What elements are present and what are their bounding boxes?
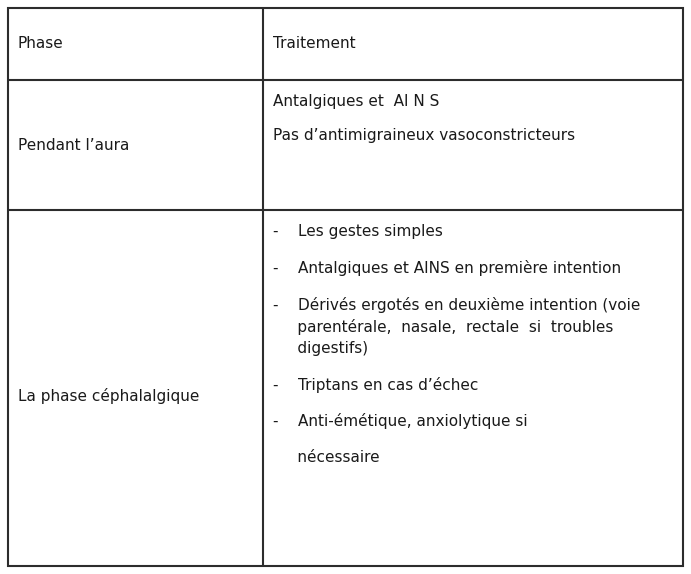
Text: parentérale,  nasale,  rectale  si  troubles: parentérale, nasale, rectale si troubles: [273, 319, 614, 335]
Text: Traitement: Traitement: [273, 37, 356, 52]
Text: digestifs): digestifs): [273, 340, 368, 356]
Text: -    Antalgiques et AINS en première intention: - Antalgiques et AINS en première intent…: [273, 260, 621, 276]
Text: -    Dérivés ergotés en deuxième intention (voie: - Dérivés ergotés en deuxième intention …: [273, 297, 641, 313]
Text: Pas d’antimigraineux vasoconstricteurs: Pas d’antimigraineux vasoconstricteurs: [273, 128, 575, 143]
Text: -    Triptans en cas d’échec: - Triptans en cas d’échec: [273, 377, 478, 393]
Text: Antalgiques et  AI N S: Antalgiques et AI N S: [273, 94, 439, 109]
Text: -    Anti-émétique, anxiolytique si: - Anti-émétique, anxiolytique si: [273, 413, 528, 429]
Text: Phase: Phase: [18, 37, 64, 52]
Text: Pendant l’aura: Pendant l’aura: [18, 138, 129, 153]
Text: La phase céphalalgique: La phase céphalalgique: [18, 388, 200, 404]
Text: -    Les gestes simples: - Les gestes simples: [273, 224, 443, 239]
Text: nécessaire: nécessaire: [273, 449, 379, 464]
